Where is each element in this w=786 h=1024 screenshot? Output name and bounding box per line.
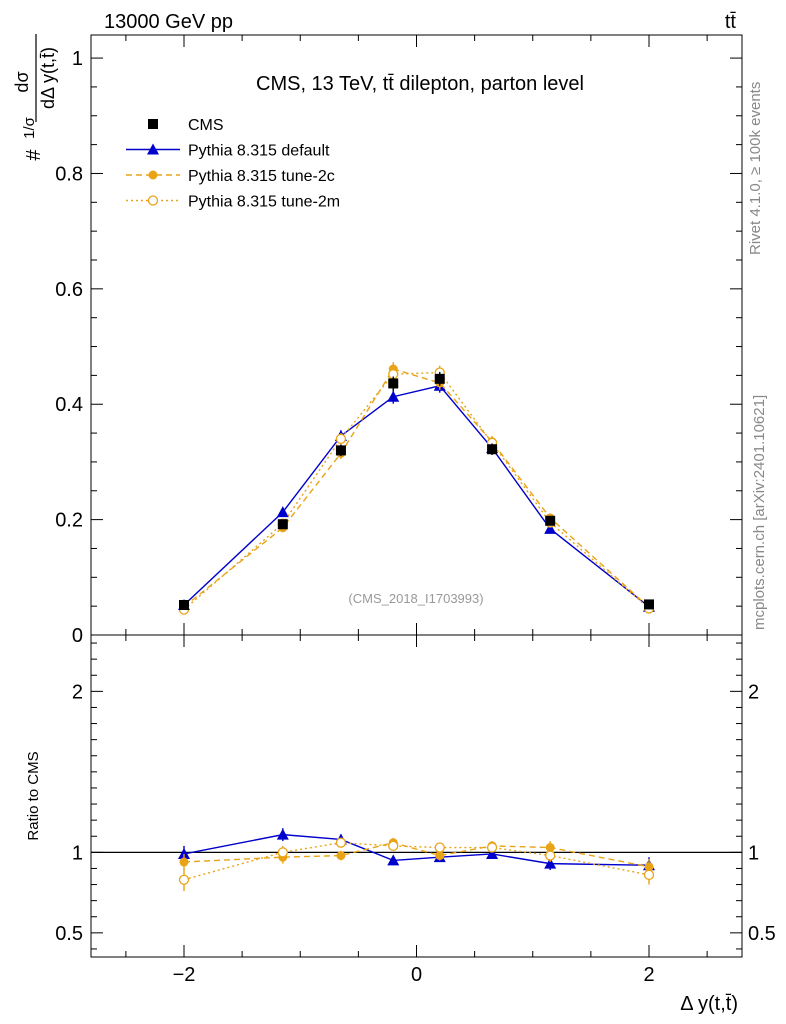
series-line <box>183 841 650 868</box>
energy-label: 13000 GeV pp <box>104 11 233 33</box>
data-point <box>486 842 498 853</box>
rivet-label: Rivet 4.1.0, ≥ 100k events <box>747 82 764 255</box>
series-pythia-8-315-default <box>178 378 655 612</box>
ratio-plot-data <box>178 828 655 891</box>
series-line <box>183 841 650 881</box>
data-point <box>435 851 445 861</box>
data-point <box>148 170 158 180</box>
chart-watermark: (CMS_2018_I1703993) <box>348 591 483 606</box>
x-tick-label: 2 <box>643 964 654 986</box>
series-pythia-8-315-tune-2m <box>178 837 655 891</box>
data-point <box>147 195 159 206</box>
legend-label: CMS <box>188 117 224 134</box>
series-pythia-8-315-tune-2c <box>179 837 654 875</box>
legend-item: Pythia 8.315 tune-2m <box>126 194 340 211</box>
process-label: tt̄ <box>725 11 737 33</box>
x-tick-label: −2 <box>173 964 196 986</box>
legend-label: Pythia 8.315 default <box>188 143 330 160</box>
main-axis-ticks: 0 0.2 0.4 0.6 0.8 1 <box>55 35 742 647</box>
data-point <box>277 519 288 530</box>
data-point <box>388 840 399 852</box>
data-point <box>179 600 189 610</box>
data-point <box>434 842 445 853</box>
y-tick-label: 0.5 <box>55 923 83 945</box>
data-point <box>545 850 556 861</box>
y-tick-label: 0.2 <box>55 510 83 532</box>
y-tick-label: 0.6 <box>55 279 83 301</box>
data-point <box>545 515 556 526</box>
main-y-axis-label: # 1/σ dσ dΔ y(t,t̄) <box>12 34 58 161</box>
data-point <box>276 506 289 518</box>
data-point <box>486 847 499 859</box>
legend-item: CMS <box>148 117 224 134</box>
y-tick-label: 0 <box>72 625 83 647</box>
data-point <box>434 373 445 384</box>
data-point <box>179 857 189 867</box>
y-tick-label: 0.4 <box>55 394 83 416</box>
ratio-y-axis-label: Ratio to CMS <box>25 751 42 840</box>
data-point <box>276 828 289 840</box>
data-point <box>335 433 347 444</box>
chart-legend: CMS Pythia 8.315 default Pythia 8.315 tune… <box>126 117 340 211</box>
y-tick-label: 1 <box>72 842 83 864</box>
data-point <box>178 847 190 859</box>
data-point <box>335 445 346 456</box>
x-axis-label: Δ y(t,t̄) <box>680 993 738 1015</box>
data-point <box>148 119 158 129</box>
legend-label: Pythia 8.315 tune-2m <box>188 194 340 211</box>
data-point <box>544 857 557 869</box>
legend-item: Pythia 8.315 default <box>126 143 330 160</box>
series-pythia-8-315-tune-2m <box>178 365 655 615</box>
data-point <box>335 837 347 848</box>
y-tick-label: 0.8 <box>55 163 83 185</box>
data-point <box>643 869 655 881</box>
series-pythia-8-315-tune-2c <box>179 362 654 612</box>
ratio-axis-ticks: 0.5 0.5 1 1 2 2 −2 0 2 <box>55 635 776 986</box>
source-label: mcplots.cern.ch [arXiv:2401.10621] <box>751 395 768 630</box>
series-line <box>183 371 650 611</box>
legend-label: Pythia 8.315 tune-2c <box>188 168 335 185</box>
series-cms <box>179 371 654 610</box>
data-point <box>336 851 346 861</box>
data-point <box>178 874 190 885</box>
y-tick-label-right: 0.5 <box>748 923 776 945</box>
data-point <box>147 143 159 155</box>
x-tick-label: 0 <box>411 964 422 986</box>
y-tick-label: 1 <box>72 48 83 70</box>
data-point <box>545 843 555 853</box>
data-point <box>544 522 557 534</box>
y-label-prefix: # <box>23 149 45 161</box>
legend-item: Pythia 8.315 tune-2c <box>126 168 335 185</box>
y-tick-label: 2 <box>72 681 83 703</box>
data-point <box>277 847 288 858</box>
series-line <box>183 384 650 608</box>
data-point <box>387 390 400 402</box>
y-label-fraction: 1/σ <box>21 116 38 139</box>
data-point <box>387 854 400 866</box>
y-tick-label-right: 2 <box>748 681 759 703</box>
series-pythia-8-315-default <box>178 828 655 874</box>
data-point <box>644 599 654 610</box>
main-plot-data <box>178 362 655 615</box>
y-label-denominator: dΔ y(t,t̄) <box>38 47 58 109</box>
series-line <box>183 368 650 608</box>
main-chart-title: CMS, 13 TeV, tt̄ dilepton, parton level <box>256 73 584 95</box>
data-point <box>487 444 498 455</box>
data-point <box>388 378 399 389</box>
y-label-numerator: dσ <box>12 71 32 92</box>
ratio-plot-frame <box>90 634 743 958</box>
series-line <box>183 833 650 866</box>
y-tick-label-right: 1 <box>748 842 759 864</box>
